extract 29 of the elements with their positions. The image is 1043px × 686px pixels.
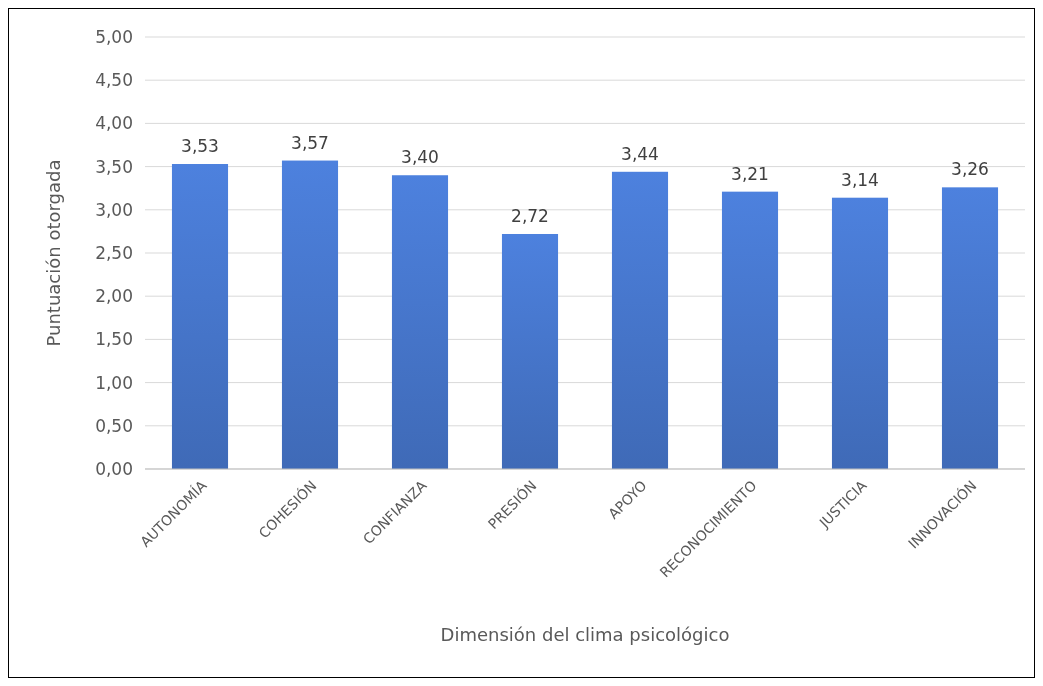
y-tick-label: 1,00 xyxy=(95,372,133,393)
data-label: 3,14 xyxy=(841,169,879,190)
y-tick-label: 4,50 xyxy=(95,70,133,91)
y-tick-label: 3,50 xyxy=(95,156,133,177)
y-tick-label: 3,00 xyxy=(95,199,133,220)
y-tick-label: 1,50 xyxy=(95,329,133,350)
y-tick-label: 2,00 xyxy=(95,286,133,307)
bar xyxy=(281,160,339,469)
bar xyxy=(831,197,889,469)
y-tick-label: 4,00 xyxy=(95,113,133,134)
bar xyxy=(501,233,559,469)
y-tick-label: 0,00 xyxy=(95,458,133,479)
data-label: 3,26 xyxy=(951,159,989,180)
y-tick-label: 5,00 xyxy=(95,26,133,47)
bar xyxy=(611,171,669,469)
bar xyxy=(391,175,449,469)
bar xyxy=(721,191,779,469)
y-axis-title: Puntuación otorgada xyxy=(43,159,64,347)
data-label: 2,72 xyxy=(511,205,549,226)
data-label: 3,21 xyxy=(731,163,769,184)
x-axis-title: Dimensión del clima psicológico xyxy=(440,624,730,645)
data-label: 3,44 xyxy=(621,143,659,164)
data-label: 3,53 xyxy=(181,136,219,157)
data-label: 3,57 xyxy=(291,132,329,153)
data-label: 3,40 xyxy=(401,147,439,168)
bar xyxy=(941,187,999,469)
bar xyxy=(171,164,229,469)
y-tick-label: 0,50 xyxy=(95,415,133,436)
y-tick-label: 2,50 xyxy=(95,242,133,263)
